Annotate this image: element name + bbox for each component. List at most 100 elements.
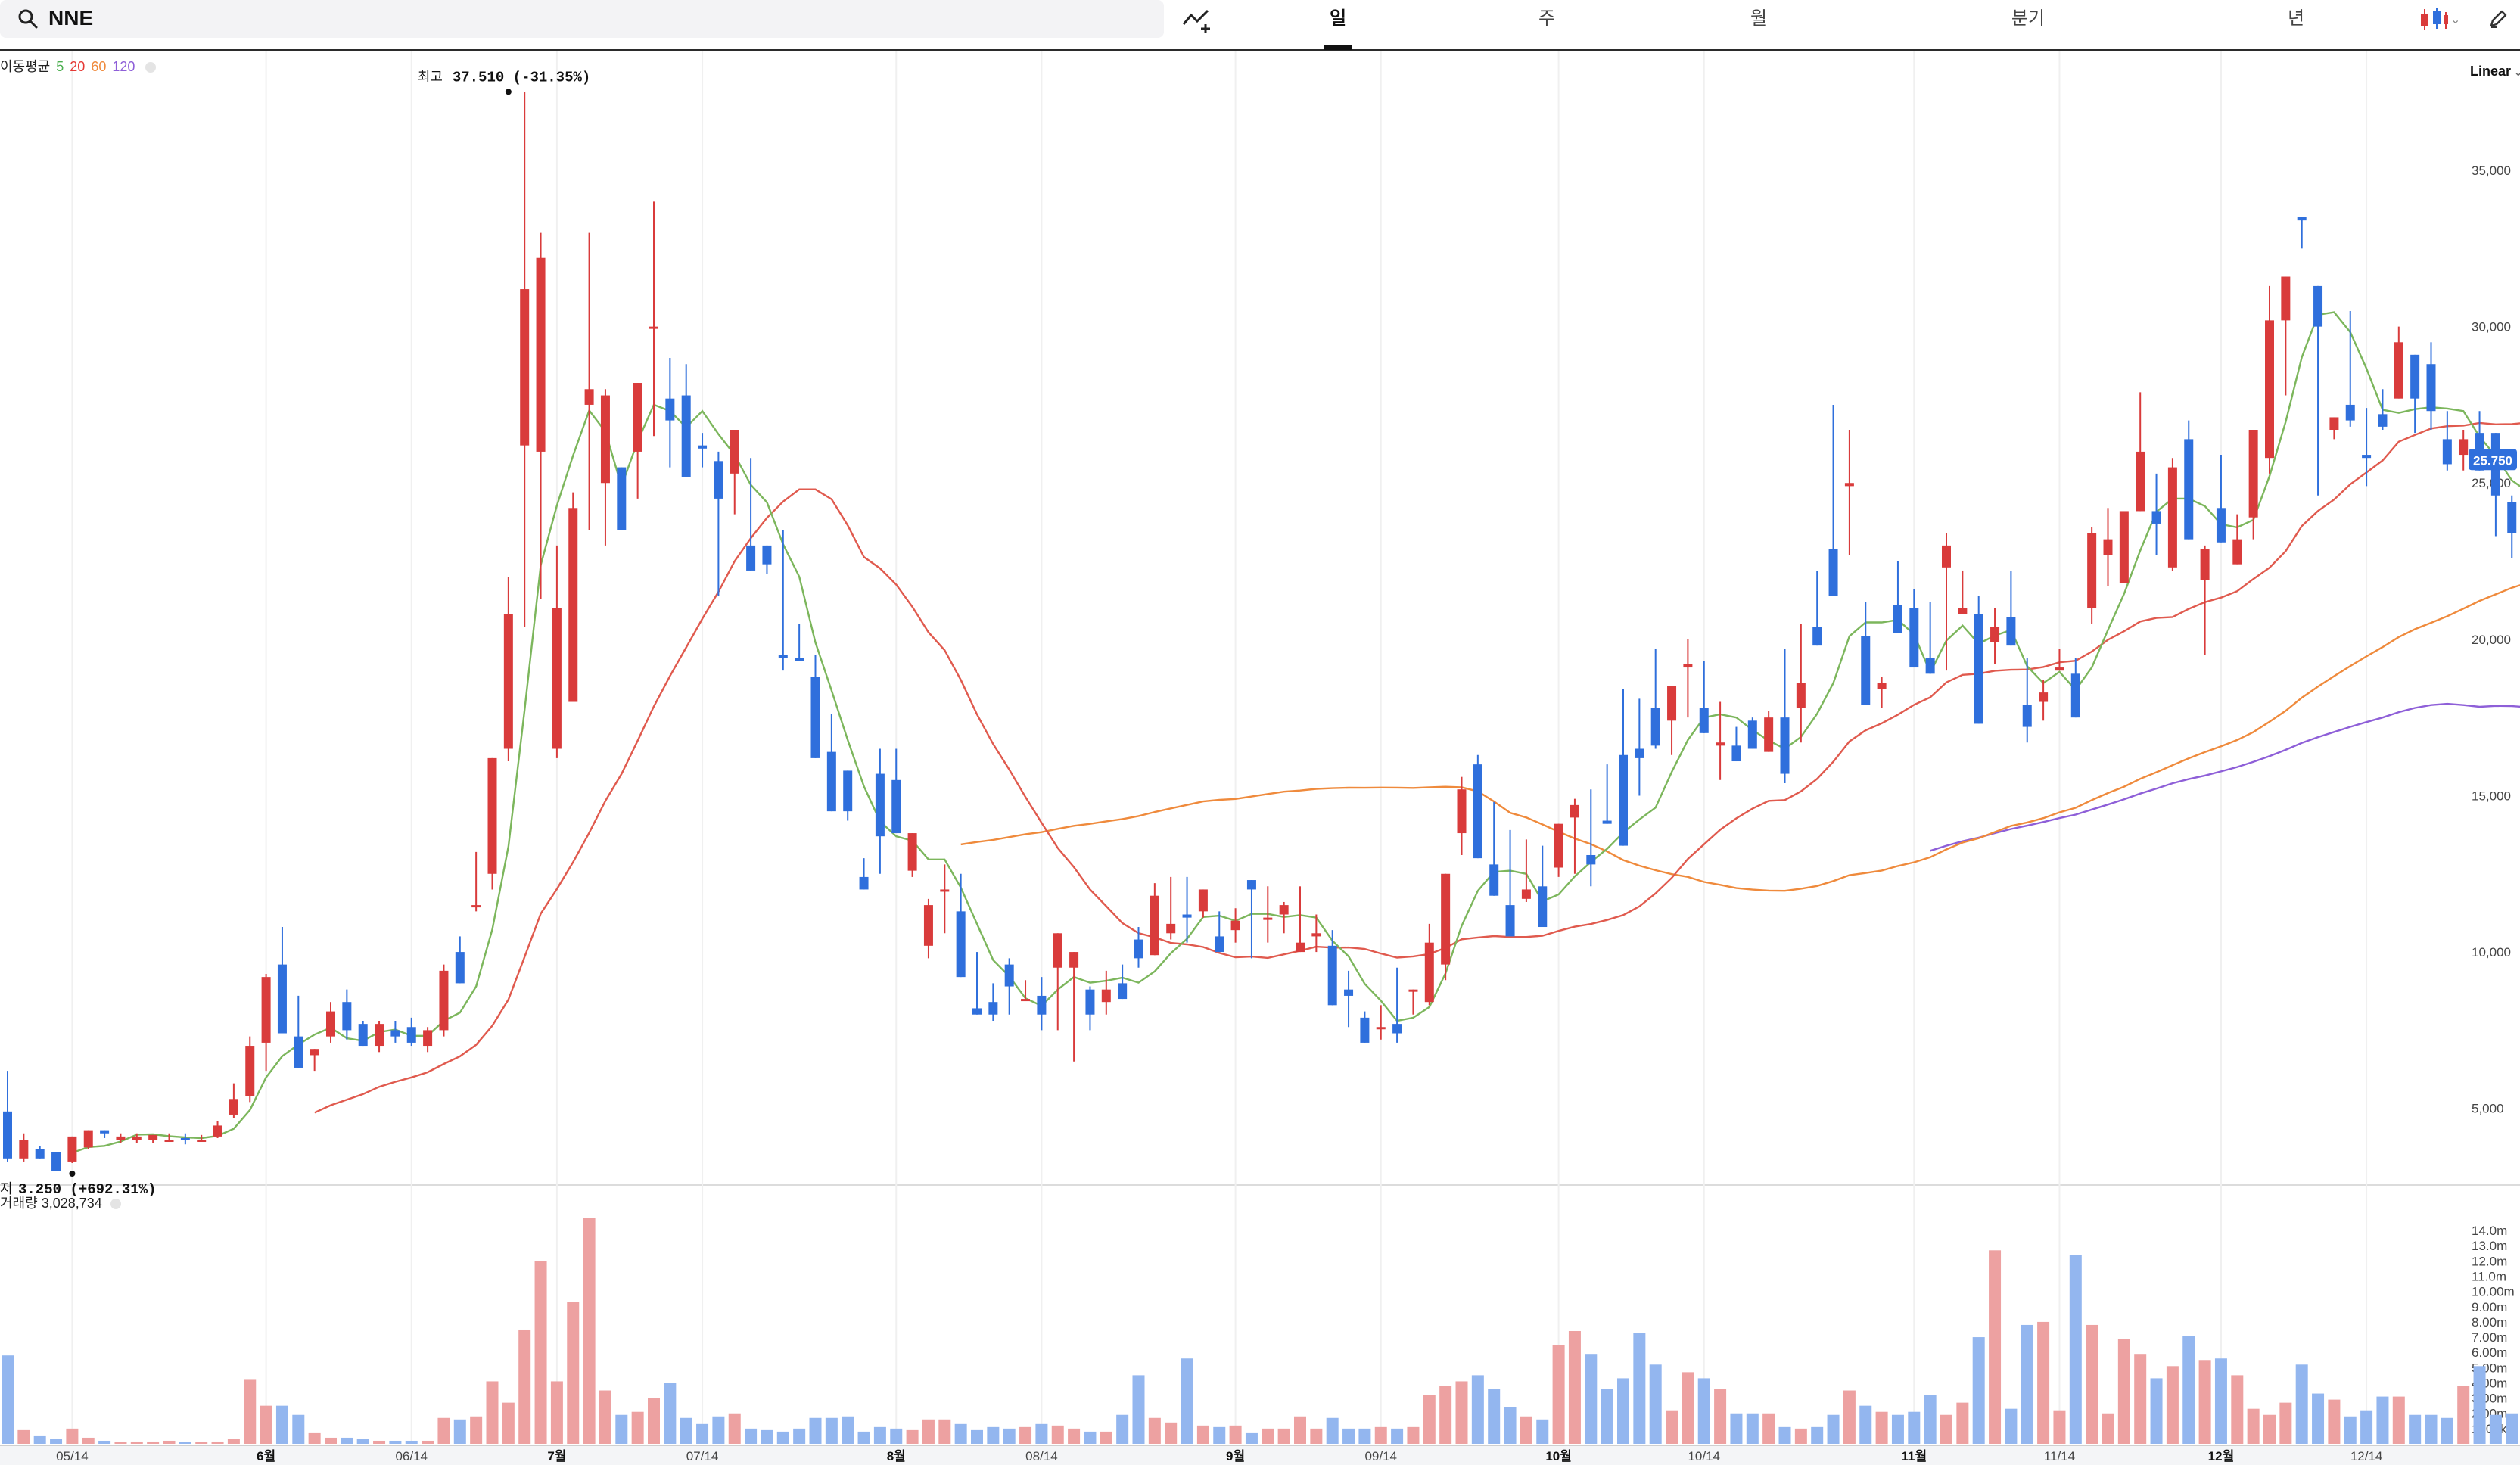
candle-body[interactable]	[2297, 217, 2307, 221]
candle-body[interactable]	[552, 608, 562, 749]
candle-body[interactable]	[1198, 889, 1208, 912]
candle-body[interactable]	[310, 1049, 319, 1056]
candle-body[interactable]	[375, 1024, 384, 1047]
candle-body[interactable]	[633, 383, 642, 452]
candle-body[interactable]	[1990, 627, 2000, 642]
candle-body[interactable]	[2507, 502, 2517, 533]
candle-body[interactable]	[2345, 404, 2355, 421]
candle-body[interactable]	[665, 398, 675, 421]
candle-body[interactable]	[1764, 717, 1774, 752]
candle-body[interactable]	[19, 1140, 29, 1159]
candle-body[interactable]	[2070, 673, 2080, 718]
candle-body[interactable]	[1828, 549, 1838, 596]
candle-body[interactable]	[1942, 545, 1951, 568]
chevron-down-icon[interactable]: ⌄	[2450, 14, 2461, 26]
candle-body[interactable]	[1747, 720, 1757, 749]
candle-body[interactable]	[261, 977, 271, 1043]
candle-body[interactable]	[617, 467, 627, 530]
candle-body[interactable]	[2410, 354, 2420, 399]
candle-body[interactable]	[2151, 511, 2161, 524]
candle-body[interactable]	[1424, 942, 1434, 1003]
candle-body[interactable]	[1844, 483, 1854, 487]
candle-body[interactable]	[2442, 439, 2452, 465]
candle-body[interactable]	[1118, 983, 1128, 1000]
candle-body[interactable]	[2022, 705, 2032, 727]
candle-body[interactable]	[891, 779, 901, 834]
candle-body[interactable]	[277, 964, 287, 1034]
candle-body[interactable]	[2184, 439, 2194, 540]
candle-body[interactable]	[164, 1140, 174, 1143]
candle-body[interactable]	[487, 757, 497, 874]
candle-body[interactable]	[2426, 364, 2436, 412]
candle-body[interactable]	[1215, 936, 1224, 953]
candle-body[interactable]	[294, 1036, 303, 1068]
candle-body[interactable]	[2329, 417, 2339, 430]
candle-body[interactable]	[1505, 905, 1515, 937]
volume-settings-icon[interactable]	[110, 1199, 121, 1210]
candle-body[interactable]	[2103, 539, 2113, 555]
candle-body[interactable]	[2232, 539, 2242, 565]
candle-body[interactable]	[390, 1030, 400, 1037]
candle-body[interactable]	[988, 1002, 998, 1015]
candle-body[interactable]	[762, 545, 772, 565]
candle-body[interactable]	[1635, 748, 1644, 758]
tab-month[interactable]: 월	[1750, 8, 1768, 29]
candle-body[interactable]	[1812, 627, 1822, 646]
candle-body[interactable]	[406, 1027, 416, 1043]
candle-body[interactable]	[907, 833, 917, 871]
candle-body[interactable]	[1473, 764, 1482, 859]
candle-body[interactable]	[1602, 820, 1612, 824]
candle-body[interactable]	[2362, 455, 2372, 459]
candle-body[interactable]	[67, 1136, 77, 1162]
tab-week[interactable]: 주	[1538, 8, 1556, 29]
candle-body[interactable]	[35, 1149, 45, 1159]
candle-body[interactable]	[584, 389, 594, 405]
candle-body[interactable]	[1731, 745, 1741, 762]
candle-body[interactable]	[2006, 617, 2016, 646]
candle-body[interactable]	[116, 1136, 126, 1140]
candle-body[interactable]	[1974, 614, 1983, 724]
candle-body[interactable]	[358, 1024, 368, 1047]
candle-body[interactable]	[503, 614, 513, 749]
candle-body[interactable]	[2087, 533, 2097, 608]
candle-body[interactable]	[1521, 889, 1531, 899]
candle-body[interactable]	[1327, 945, 1337, 1006]
candle-body[interactable]	[2248, 430, 2258, 518]
candle-body[interactable]	[1893, 605, 1902, 633]
candle-body[interactable]	[1909, 608, 1919, 668]
candle-body[interactable]	[843, 770, 853, 812]
candle-body[interactable]	[1925, 658, 1935, 674]
candle-body[interactable]	[148, 1134, 158, 1140]
candle-body[interactable]	[455, 952, 465, 984]
candle-body[interactable]	[2200, 549, 2210, 580]
candle-body[interactable]	[439, 970, 449, 1031]
candle-body[interactable]	[2378, 414, 2388, 427]
candle-body[interactable]	[1134, 939, 1143, 959]
volume-legend[interactable]: 거래량 3,028,734	[0, 1194, 121, 1212]
candle-body[interactable]	[1570, 804, 1579, 818]
scale-mode-selector[interactable]: Linear ⌄	[2470, 62, 2520, 81]
candle-body[interactable]	[1004, 964, 1014, 987]
candle-body[interactable]	[1457, 789, 1467, 834]
pencil-edit-icon[interactable]	[2487, 8, 2509, 30]
candle-body[interactable]	[1230, 920, 1240, 931]
candle-body[interactable]	[1780, 717, 1790, 774]
moving-average-legend[interactable]: 이동평균 5 20 60 120	[0, 58, 158, 76]
candle-body[interactable]	[600, 395, 610, 484]
candle-body[interactable]	[795, 658, 804, 661]
candle-body[interactable]	[1683, 664, 1693, 668]
candle-body[interactable]	[326, 1011, 335, 1037]
candle-body[interactable]	[2119, 511, 2129, 583]
candle-body[interactable]	[100, 1130, 110, 1134]
candle-body[interactable]	[1489, 864, 1499, 896]
candle-body[interactable]	[972, 1008, 982, 1015]
candle-body[interactable]	[471, 905, 481, 908]
candle-body[interactable]	[1166, 923, 1176, 934]
candle-body[interactable]	[1408, 989, 1418, 992]
candle-body[interactable]	[568, 508, 578, 702]
candle-body[interactable]	[423, 1030, 433, 1047]
candle-body[interactable]	[826, 751, 836, 812]
candle-body[interactable]	[245, 1046, 255, 1096]
candle-body[interactable]	[1296, 942, 1305, 953]
candle-body[interactable]	[1877, 683, 1887, 689]
